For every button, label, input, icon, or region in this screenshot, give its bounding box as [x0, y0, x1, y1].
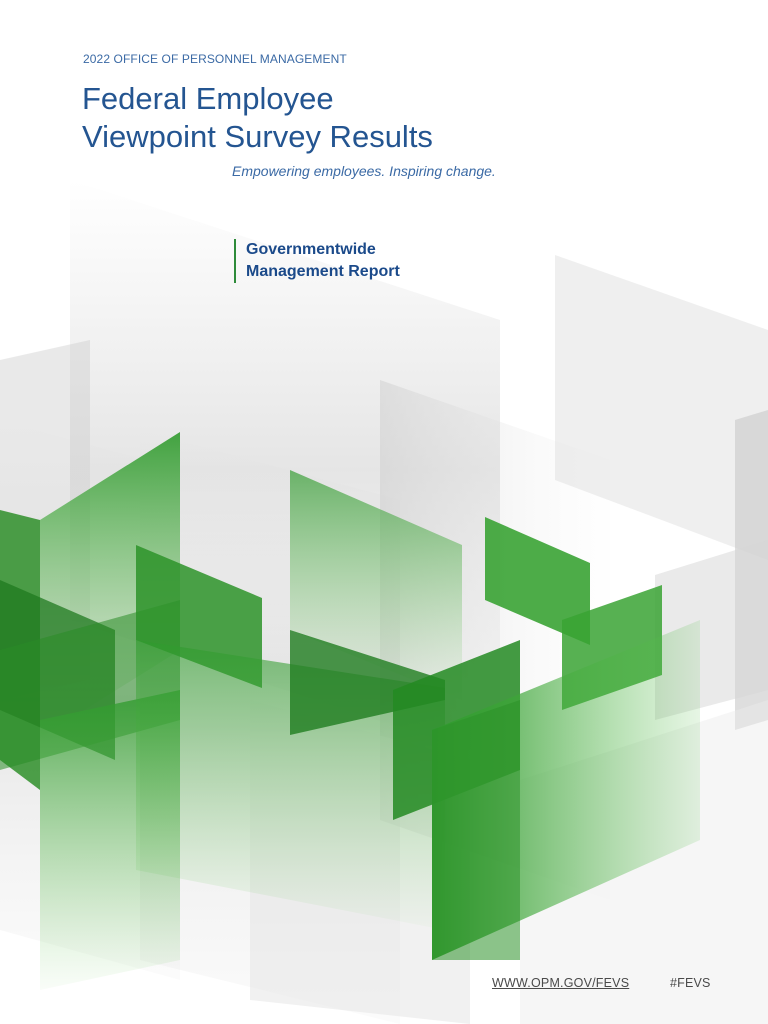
hashtag: #FEVS [670, 976, 711, 990]
report-type-label: Governmentwide Management Report [234, 239, 400, 283]
report-type-line-1: Governmentwide [246, 241, 376, 258]
report-type-line-2: Management Report [246, 263, 400, 280]
title-line-2: Viewpoint Survey Results [82, 119, 433, 154]
title-line-1: Federal Employee [82, 81, 334, 116]
report-title: Federal Employee Viewpoint Survey Result… [82, 80, 433, 156]
publisher-eyebrow: 2022 OFFICE OF PERSONNEL MANAGEMENT [83, 52, 347, 66]
tagline: Empowering employees. Inspiring change. [232, 163, 496, 179]
website-link[interactable]: WWW.OPM.GOV/FEVS [492, 976, 630, 990]
